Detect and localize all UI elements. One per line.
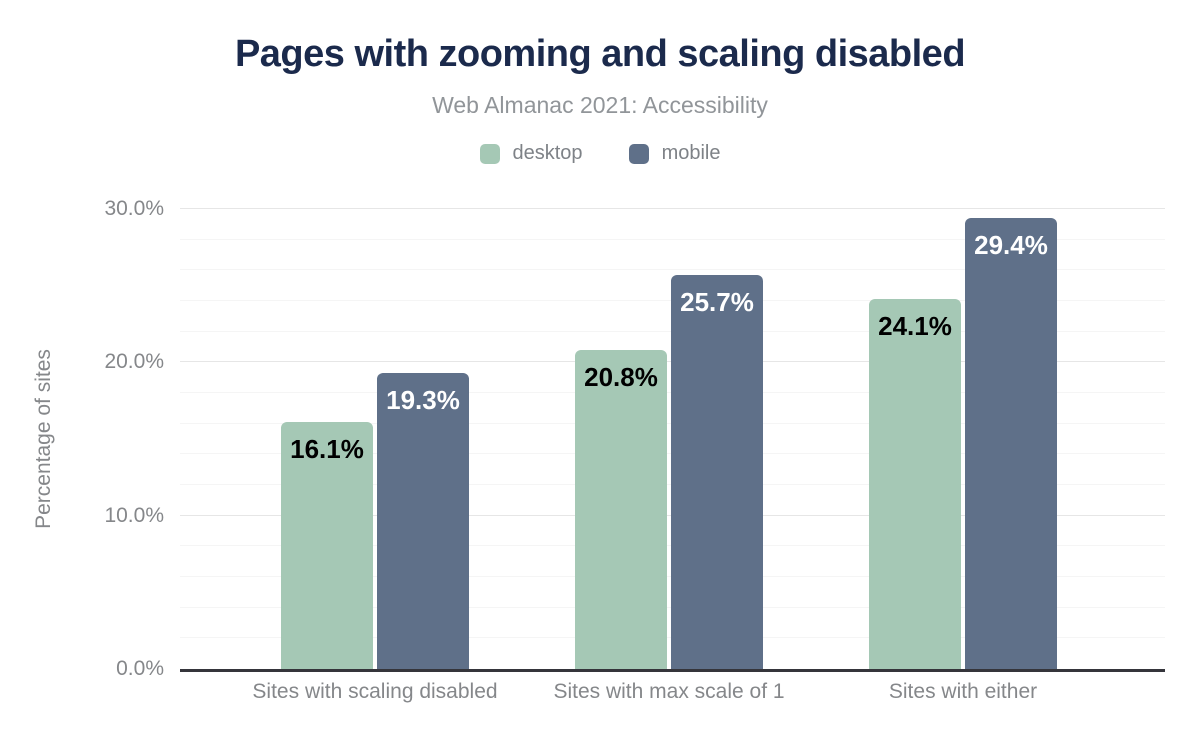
- value-label-desktop: 24.1%: [878, 311, 952, 342]
- bar-mobile: 29.4%: [965, 218, 1057, 669]
- legend-label-mobile: mobile: [661, 142, 721, 164]
- minor-gridline: [180, 238, 1165, 240]
- legend-swatch-mobile-icon: [628, 143, 649, 164]
- legend-label-desktop: desktop: [512, 142, 583, 164]
- y-tick-label: 20.0%: [104, 350, 164, 374]
- x-axis-labels: Sites with scaling disabled Sites with ma…: [180, 680, 1165, 712]
- bar-mobile: 25.7%: [671, 274, 763, 669]
- value-label-mobile: 19.3%: [386, 385, 460, 416]
- y-axis-labels: 0.0% 10.0% 20.0% 30.0%: [60, 197, 164, 680]
- y-tick-label: 0.0%: [116, 657, 164, 680]
- legend: desktop mobile: [0, 142, 1200, 165]
- value-label-desktop: 16.1%: [290, 434, 364, 465]
- legend-item-desktop: desktop: [479, 142, 583, 165]
- bar-desktop: 24.1%: [869, 299, 961, 669]
- major-gridline: [180, 208, 1165, 209]
- y-tick-label: 10.0%: [104, 503, 164, 527]
- y-tick-label: 30.0%: [104, 197, 164, 220]
- value-label-mobile: 25.7%: [680, 286, 754, 317]
- legend-item-mobile: mobile: [628, 142, 721, 165]
- bar-mobile: 19.3%: [377, 373, 469, 669]
- value-label-desktop: 20.8%: [584, 362, 658, 393]
- y-axis-title: Percentage of sites: [32, 349, 55, 529]
- value-label-mobile: 29.4%: [974, 230, 1048, 261]
- chart-title: Pages with zooming and scaling disabled: [234, 33, 966, 75]
- plot-area: 16.1% 19.3% 20.8% 25.7% 24.1% 29.4%: [180, 208, 1165, 672]
- x-axis-category-label: Sites with either: [888, 680, 1038, 703]
- x-axis-category-label: Sites with max scale of 1: [553, 680, 785, 703]
- x-axis-line: [180, 669, 1165, 672]
- chart-subtitle: Web Almanac 2021: Accessibility: [432, 92, 768, 118]
- legend-swatch-desktop-icon: [479, 143, 500, 164]
- x-axis-category-label: Sites with scaling disabled: [252, 680, 498, 703]
- bar-desktop: 20.8%: [575, 350, 667, 669]
- minor-gridline: [180, 269, 1165, 271]
- bar-desktop: 16.1%: [281, 422, 373, 669]
